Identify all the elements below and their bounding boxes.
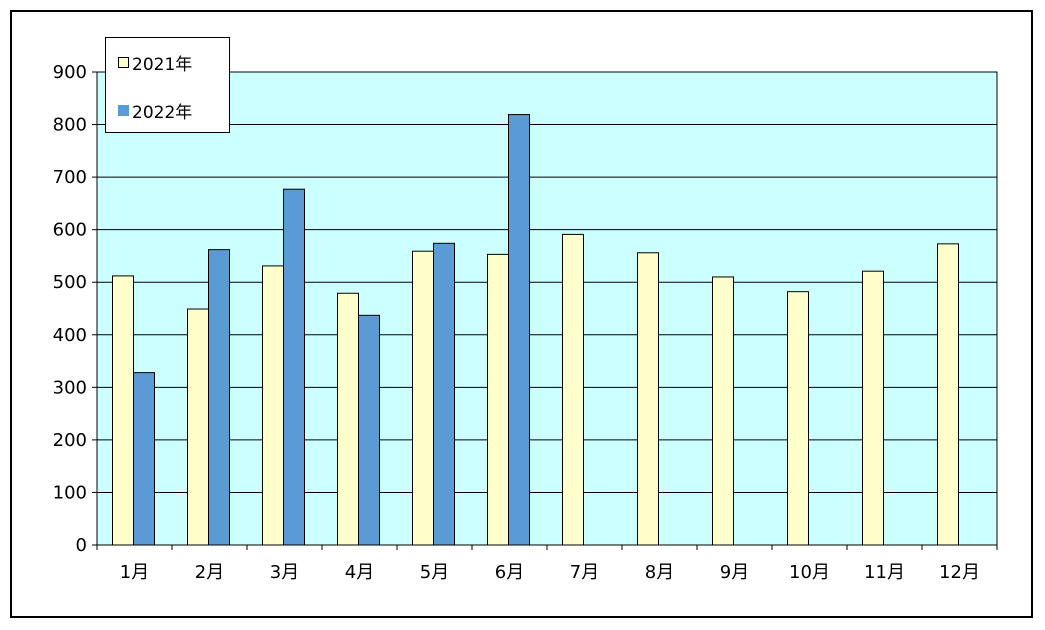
x-tick-label: 12月 <box>939 562 980 583</box>
bar-2021-3 <box>262 265 284 546</box>
bar-2022-3 <box>283 188 305 546</box>
gridlines <box>97 71 997 493</box>
bar-2021-12 <box>937 243 959 546</box>
y-tick-label: 600 <box>53 220 87 241</box>
x-tick-label: 6月 <box>495 562 524 583</box>
bar-2022-2 <box>208 249 230 546</box>
x-tick-label: 1月 <box>120 562 149 583</box>
legend-swatch-2021 <box>118 57 129 68</box>
y-tick-label: 0 <box>76 535 87 556</box>
bar-2022-4 <box>358 314 380 546</box>
y-tick-label: 700 <box>53 167 87 188</box>
bar-2022-6 <box>508 114 530 546</box>
x-tick-label: 11月 <box>864 562 905 583</box>
bar-2022-1 <box>133 372 155 546</box>
plot-area <box>96 71 998 546</box>
legend-item-2021: 2021年 <box>118 50 192 75</box>
x-tick-label: 5月 <box>420 562 449 583</box>
y-tick-label: 100 <box>53 482 87 503</box>
legend-label-2022: 2022年 <box>132 103 193 123</box>
y-tick-label: 200 <box>53 430 87 451</box>
bar-2021-10 <box>787 291 809 546</box>
bars <box>112 114 959 546</box>
x-tick-label: 10月 <box>789 562 830 583</box>
bar-2021-4 <box>337 292 359 546</box>
legend: 2021年 2022年 <box>105 37 230 133</box>
y-tick-label: 900 <box>53 62 87 83</box>
bar-2021-11 <box>862 270 884 546</box>
x-tick-label: 9月 <box>720 562 749 583</box>
bar-2021-6 <box>487 253 509 546</box>
y-axis: 0 100 200 300 400 500 600 700 800 900 <box>53 62 98 556</box>
bar-2021-9 <box>712 276 734 546</box>
legend-item-2022: 2022年 <box>118 98 192 123</box>
y-tick-label: 400 <box>53 325 87 346</box>
legend-label-2021: 2021年 <box>132 55 193 75</box>
x-tick-label: 3月 <box>270 562 299 583</box>
bar-2022-5 <box>433 242 455 546</box>
legend-swatch-2022 <box>118 105 129 116</box>
y-tick-label: 500 <box>53 272 87 293</box>
y-tick-label: 800 <box>53 115 87 136</box>
x-tick-label: 7月 <box>570 562 599 583</box>
x-tick-label: 4月 <box>345 562 374 583</box>
bar-2021-2 <box>187 308 209 546</box>
bar-2021-7 <box>562 233 584 546</box>
x-tick-label: 2月 <box>195 562 224 583</box>
y-tick-label: 300 <box>53 377 87 398</box>
x-tick-label: 8月 <box>645 562 674 583</box>
bar-2021-8 <box>637 252 659 546</box>
bar-2021-1 <box>112 275 134 546</box>
x-axis: 1月 2月 3月 4月 5月 6月 7月 8月 9月 10月 11月 12月 <box>96 544 998 583</box>
bar-2021-5 <box>412 250 434 546</box>
